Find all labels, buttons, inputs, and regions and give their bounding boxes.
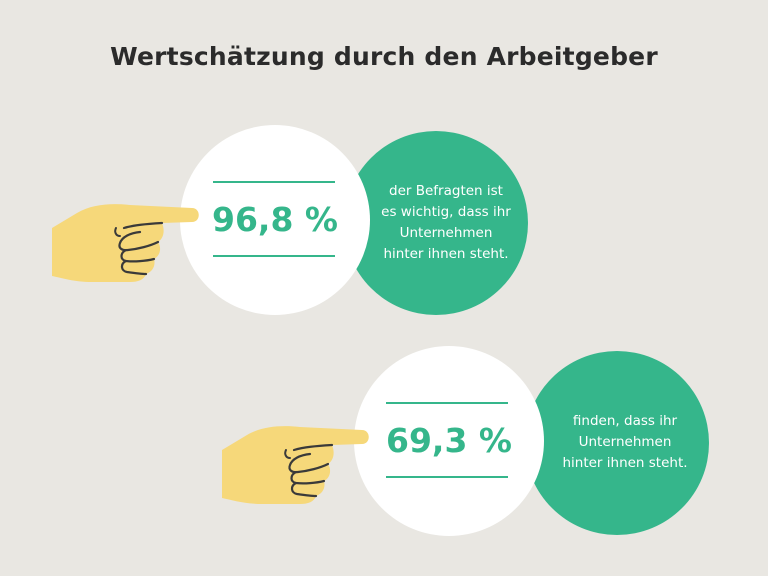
description-circle-1 [344, 131, 528, 315]
stat-1-top-rule [213, 181, 335, 183]
pointing-hand-icon [52, 204, 199, 282]
stat-2-description: finden, dass ihr Unternehmen hinter ihne… [562, 413, 688, 471]
value-circle-1 [180, 125, 370, 315]
stat-2-bottom-rule [386, 476, 508, 478]
stat-1-value: 96,8 % [212, 200, 338, 239]
pointing-hand-icon [222, 426, 369, 504]
stat-1-description: der Befragten ist es wichtig, dass ihr U… [381, 183, 511, 262]
stat-2-top-rule [386, 402, 508, 404]
description-circle-2 [525, 351, 709, 535]
value-circle-2 [354, 346, 544, 536]
stat-1-bottom-rule [213, 255, 335, 257]
page-title: Wertschätzung durch den Arbeitgeber [110, 42, 658, 71]
stat-2-value: 69,3 % [386, 421, 512, 460]
